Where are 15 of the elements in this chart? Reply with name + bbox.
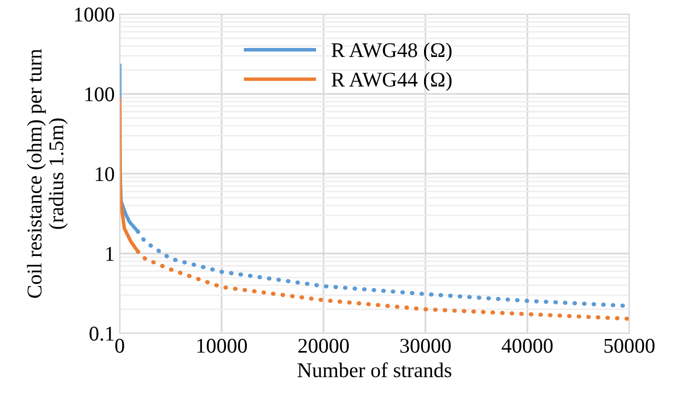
y-tick-label: 0.1 <box>90 326 114 341</box>
x-tick-label: 10000 <box>197 338 247 353</box>
y-tick-label: 10 <box>96 167 114 182</box>
legend-label: R AWG44 (Ω) <box>332 72 452 91</box>
x-tick-label: 50000 <box>604 338 655 353</box>
x-tick-label: 0 <box>115 338 124 353</box>
y-tick-label: 1000 <box>75 8 114 22</box>
y-tick-label: 1 <box>106 246 114 261</box>
x-tick-label: 30000 <box>400 338 451 353</box>
x-tick-label: 40000 <box>502 338 553 353</box>
y-tick-label: 100 <box>85 87 114 102</box>
x-tick-label: 20000 <box>298 338 349 353</box>
y-axis-title: Coil resistance (ohm) per turn (radius 1.5m) <box>26 49 68 298</box>
legend-label: R AWG48 (Ω) <box>332 42 452 62</box>
x-axis-title: Number of strands <box>298 362 452 378</box>
